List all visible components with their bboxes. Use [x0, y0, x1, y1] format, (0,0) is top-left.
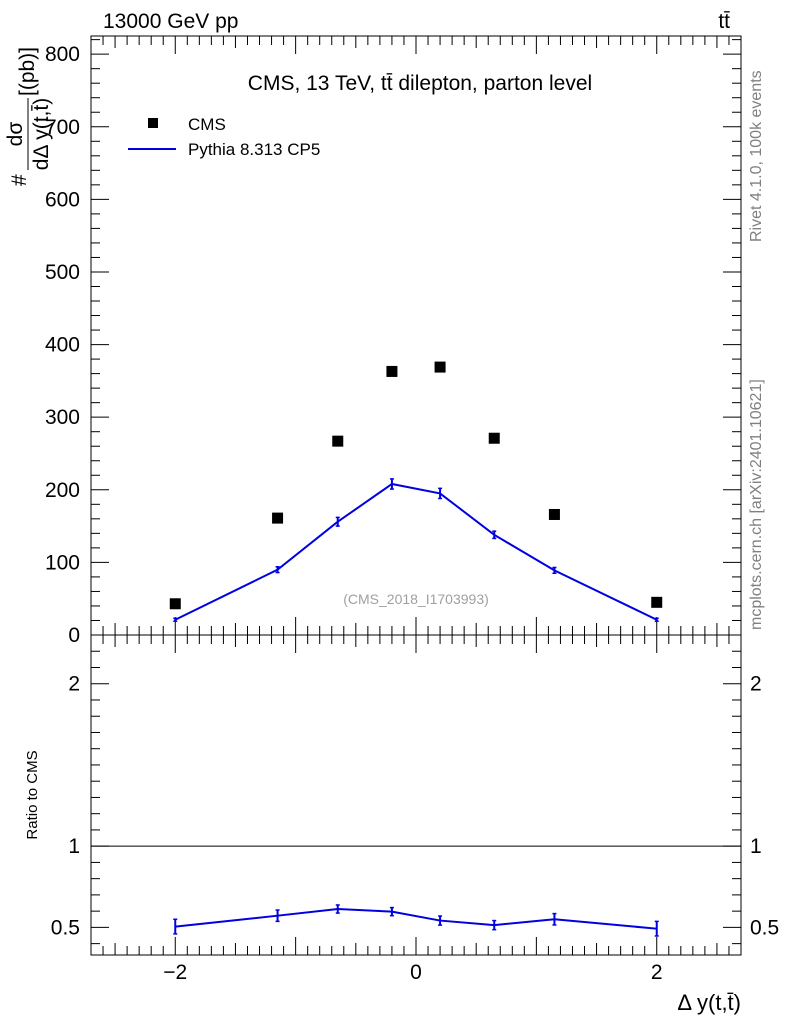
cms-point [272, 512, 284, 524]
cms-point [386, 365, 398, 377]
cms-point [651, 596, 663, 608]
beam-label: 13000 GeV pp [103, 10, 238, 33]
ylabel-denominator: dΔ y(t,t̄) [30, 98, 53, 170]
ratio-y-tick-label-right: 1 [750, 835, 762, 858]
ratio-y-tick-label: 0.5 [51, 916, 80, 939]
legend: CMS Pythia 8.313 CP5 [128, 115, 320, 159]
legend-label-cms: CMS [188, 115, 226, 134]
mcplots-label: mcplots.cern.ch [arXiv:2401.10621] [748, 379, 765, 630]
ratio-data [173, 904, 659, 937]
y-tick-label: 400 [45, 334, 80, 357]
ratio-frame [90, 634, 742, 956]
ratio-y-tick-label: 1 [68, 835, 80, 858]
main-title: CMS, 13 TeV, tt̄ dilepton, parton level [248, 72, 592, 95]
main-ylabel: # dσ dΔ y(t,t̄) [(pb)] [4, 47, 53, 186]
ylabel-unit: [(pb)] [16, 47, 39, 96]
x-tick-label: 0 [410, 961, 422, 984]
cms-point [548, 508, 560, 520]
ratio-line [175, 908, 657, 930]
y-tick-label: 300 [45, 406, 80, 429]
y-tick-label: 600 [45, 188, 80, 211]
y-tick-label: 100 [45, 551, 80, 574]
y-tick-label: 500 [45, 261, 80, 284]
y-tick-label: 700 [45, 116, 80, 139]
ratio-y-tick-label: 2 [68, 673, 80, 696]
ratio-y-tick-label-right: 2 [750, 673, 762, 696]
rivet-label: Rivet 4.1.0, 100k events [748, 70, 765, 242]
main-ticks: 0 100 200 300 400 500 600 700 800 [45, 36, 741, 647]
ratio-panel: −2 0 2 0.5 0.5 1 1 2 2 Ratio to CMS Δ y(t,t̄) [24, 634, 779, 1015]
cms-point [488, 432, 500, 444]
pythia-line [174, 482, 658, 621]
watermark: (CMS_2018_I1703993) [343, 591, 489, 607]
y-tick-label: 800 [45, 43, 80, 66]
ratio-ylabel: Ratio to CMS [24, 750, 41, 839]
main-data [169, 361, 663, 622]
ylabel-prefix: # [8, 174, 31, 186]
main-panel: 0 100 200 300 400 500 600 700 800 CMS, 13 TeV, t… [4, 35, 742, 647]
cms-point [332, 435, 344, 447]
process-label: tt̄ [718, 10, 730, 33]
cms-point [434, 361, 446, 373]
legend-marker-cms [148, 118, 158, 128]
y-tick-label: 200 [45, 479, 80, 502]
y-tick-label: 0 [68, 624, 80, 647]
x-axis-label: Δ y(t,t̄) [677, 990, 741, 1015]
ylabel-numerator: dσ [4, 122, 27, 147]
ratio-ticks: −2 0 2 0.5 0.5 1 1 2 2 [51, 635, 779, 984]
legend-label-pythia: Pythia 8.313 CP5 [188, 140, 320, 159]
x-tick-label: 2 [651, 961, 663, 984]
cms-point [169, 598, 181, 610]
x-tick-label: −2 [163, 961, 187, 984]
ratio-y-tick-label-right: 0.5 [750, 916, 779, 939]
